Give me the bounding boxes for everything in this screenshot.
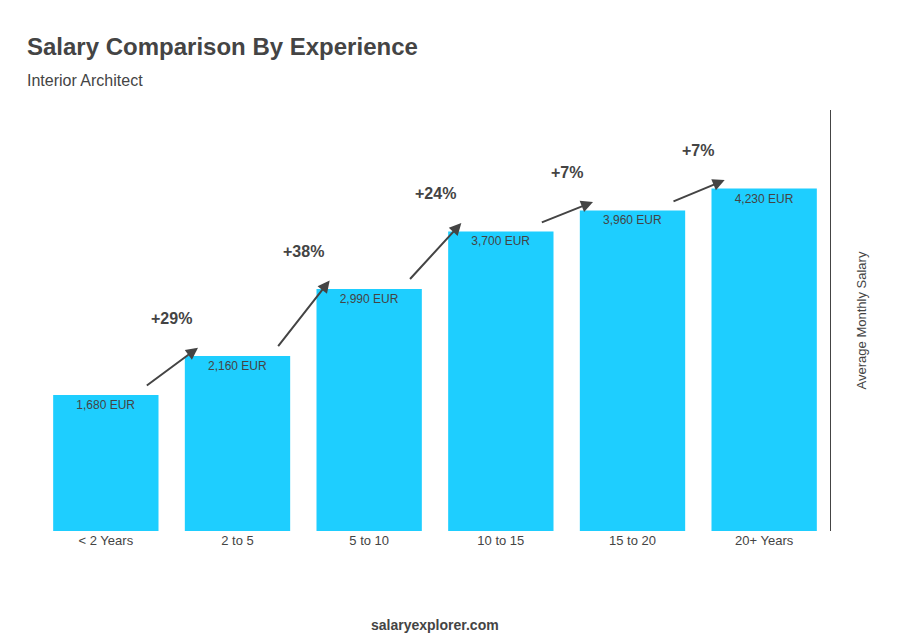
svg-text:Interior Architect: Interior Architect (27, 72, 143, 89)
svg-text:+7%: +7% (551, 164, 583, 181)
svg-text:1,680 EUR: 1,680 EUR (76, 398, 135, 412)
svg-text:10 to 15: 10 to 15 (477, 533, 524, 548)
svg-text:2,990 EUR: 2,990 EUR (340, 292, 399, 306)
svg-text:+7%: +7% (682, 142, 714, 159)
svg-text:< 2 Years: < 2 Years (79, 533, 134, 548)
svg-text:2 to 5: 2 to 5 (221, 533, 254, 548)
svg-text:15 to 20: 15 to 20 (609, 533, 656, 548)
svg-text:+29%: +29% (151, 310, 192, 327)
svg-text:3,700 EUR: 3,700 EUR (471, 234, 530, 248)
svg-text:4,230 EUR: 4,230 EUR (735, 192, 794, 206)
svg-text:+38%: +38% (283, 243, 324, 260)
svg-text:Salary Comparison By Experienc: Salary Comparison By Experience (27, 33, 418, 60)
svg-text:3,960 EUR: 3,960 EUR (603, 213, 662, 227)
svg-text:20+ Years: 20+ Years (735, 533, 794, 548)
svg-text:salaryexplorer.com: salaryexplorer.com (371, 617, 499, 633)
svg-text:5 to 10: 5 to 10 (349, 533, 389, 548)
svg-text:+24%: +24% (415, 185, 456, 202)
svg-text:Average Monthly Salary: Average Monthly Salary (854, 251, 869, 389)
svg-text:2,160 EUR: 2,160 EUR (208, 359, 267, 373)
